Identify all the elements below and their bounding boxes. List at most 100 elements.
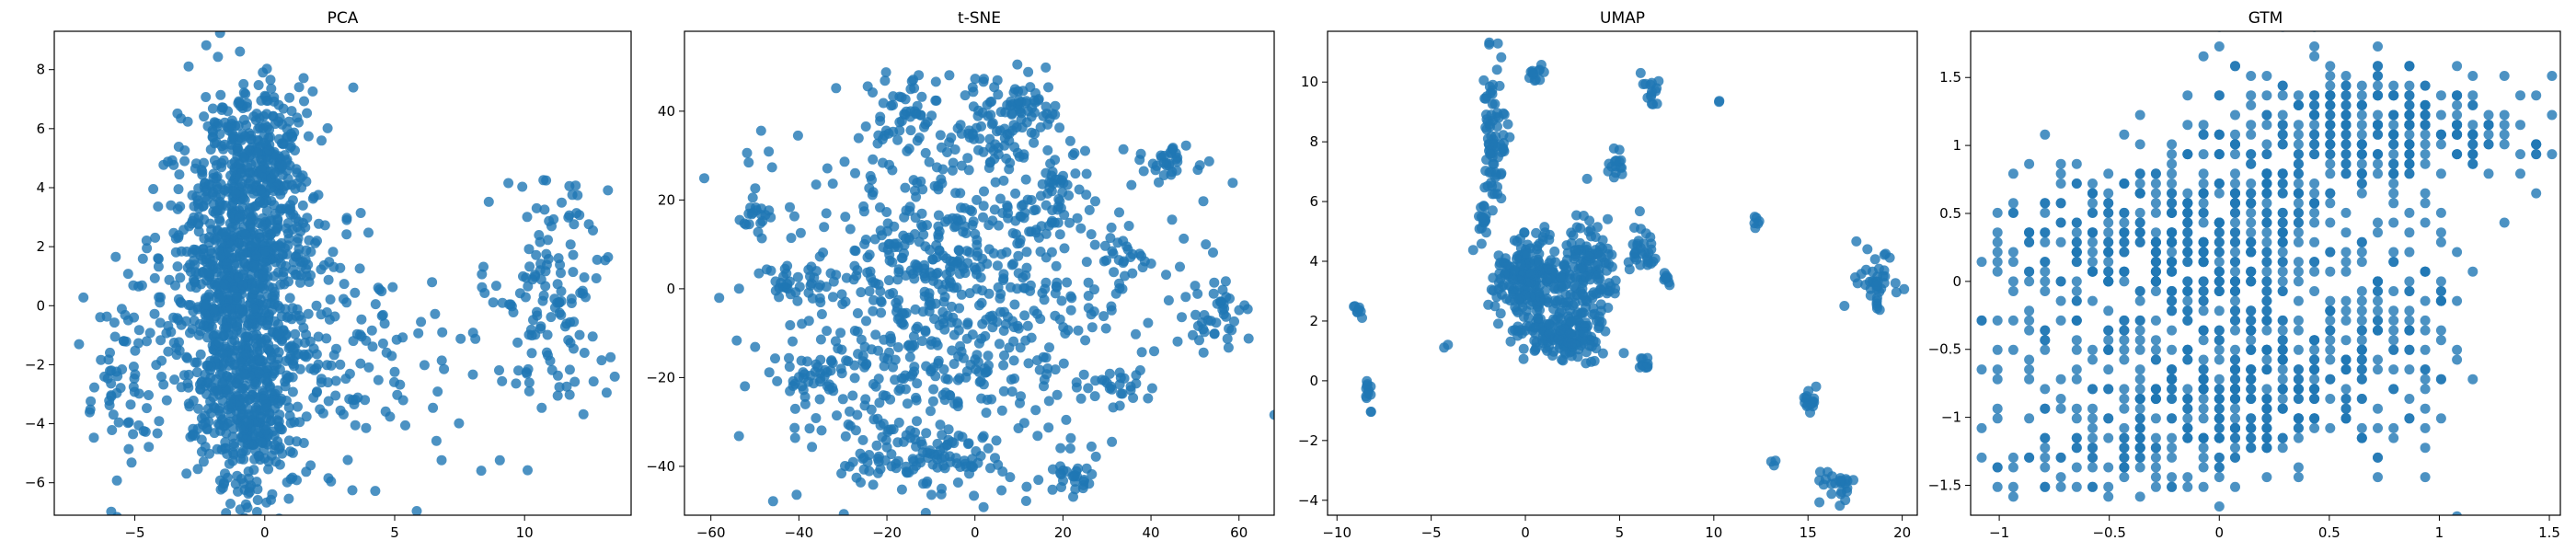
scatter-point [1839, 301, 1850, 311]
scatter-point [1149, 346, 1159, 357]
scatter-point [917, 336, 927, 347]
scatter-point [942, 147, 952, 157]
scatter-point [2373, 422, 2383, 433]
scatter-point [784, 352, 794, 363]
scatter-point [247, 241, 258, 252]
scatter-point [2182, 422, 2193, 433]
scatter-point [249, 201, 260, 212]
scatter-point [201, 360, 213, 371]
scatter-point [1495, 258, 1506, 269]
scatter-point [1488, 139, 1499, 150]
scatter-point [952, 374, 963, 385]
scatter-point [1565, 305, 1575, 316]
x-tick-label: −40 [785, 524, 814, 541]
scatter-point [978, 501, 989, 512]
scatter-point [2420, 139, 2431, 150]
scatter-point [1109, 267, 1120, 278]
scatter-point [275, 205, 286, 216]
scatter-point [578, 408, 589, 420]
scatter-point [1073, 463, 1083, 474]
scatter-point [217, 348, 228, 359]
scatter-point [183, 382, 194, 393]
scatter-point [979, 74, 989, 85]
scatter-point [544, 215, 555, 226]
scatter-point [2531, 90, 2542, 101]
scatter-point [175, 272, 186, 283]
scatter-point [942, 214, 953, 224]
scatter-point [814, 394, 825, 405]
scatter-point [1058, 358, 1069, 369]
scatter-point [1089, 284, 1099, 295]
scatter-point [875, 202, 885, 213]
scatter-point [1026, 127, 1037, 138]
scatter-point [256, 412, 267, 423]
scatter-point [1059, 243, 1070, 254]
scatter-point [243, 466, 254, 477]
y-tick-label: −4 [25, 416, 45, 432]
scatter-point [101, 311, 112, 322]
scatter-point [192, 464, 203, 475]
y-tick-label: 4 [1309, 253, 1318, 270]
scatter-point [122, 269, 133, 280]
scatter-point [152, 428, 163, 439]
scatter-point [1018, 272, 1029, 283]
scatter-point [2214, 305, 2225, 316]
scatter-point [907, 269, 918, 280]
scatter-point [928, 384, 939, 395]
scatter-point [753, 268, 765, 279]
scatter-point [2356, 80, 2367, 91]
scatter-point [1108, 402, 1119, 413]
scatter-point [2182, 90, 2193, 101]
x-tick-label: 20 [1054, 524, 1072, 541]
scatter-point [311, 300, 322, 311]
scatter-point [1478, 75, 1489, 86]
scatter-point [2150, 247, 2161, 258]
panel-title: t-SNE [958, 9, 1001, 28]
scatter-point [248, 111, 259, 122]
scatter-point [2340, 403, 2352, 414]
scatter-point [202, 332, 213, 343]
x-tick-label: 0 [971, 524, 980, 541]
scatter-point [2198, 207, 2209, 218]
scatter-point [1043, 82, 1053, 93]
scatter-point [2230, 413, 2240, 424]
scatter-point [2246, 364, 2257, 375]
scatter-point [2087, 198, 2098, 209]
scatter-point [128, 280, 139, 291]
scatter-point [978, 201, 989, 212]
scatter-point [1584, 251, 1595, 261]
scatter-point [912, 178, 923, 189]
scatter-point [836, 368, 847, 379]
scatter-point [2340, 71, 2352, 81]
scatter-point [1524, 291, 1535, 302]
scatter-points [74, 31, 620, 515]
scatter-point [136, 280, 147, 291]
scatter-point [767, 496, 778, 507]
scatter-point [270, 286, 280, 297]
scatter-point [1581, 173, 1593, 184]
scatter-point [128, 429, 139, 440]
scatter-point [877, 431, 888, 443]
scatter-point [2134, 295, 2145, 306]
scatter-point [998, 385, 1009, 397]
scatter-point [350, 420, 361, 431]
scatter-point [2277, 90, 2288, 101]
scatter-point [955, 340, 966, 351]
scatter-point [2119, 178, 2130, 189]
scatter-point [2261, 422, 2272, 433]
scatter-point [2182, 236, 2193, 247]
scatter-point [163, 156, 173, 167]
scatter-point [1154, 177, 1164, 188]
scatter-point [305, 363, 316, 374]
scatter-point [2230, 374, 2240, 385]
scatter-point [986, 96, 997, 107]
scatter-point [181, 351, 192, 362]
scatter-point [983, 220, 995, 231]
scatter-point [1495, 308, 1506, 319]
scatter-point [240, 331, 251, 342]
scatter-point [536, 402, 547, 413]
scatter-point [253, 80, 264, 90]
scatter-point [2214, 276, 2225, 287]
scatter-point [260, 425, 271, 435]
scatter-point [193, 403, 204, 414]
